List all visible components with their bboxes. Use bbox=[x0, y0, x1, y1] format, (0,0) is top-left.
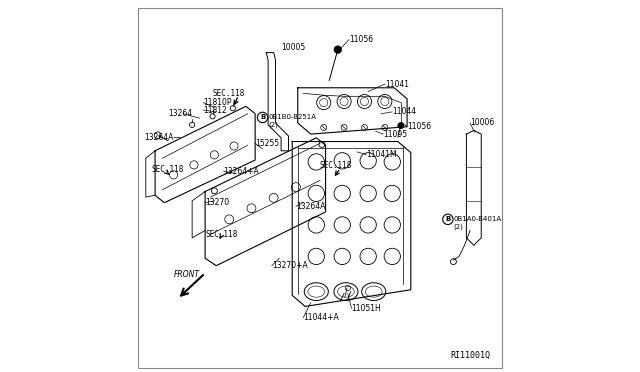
Polygon shape bbox=[205, 138, 326, 266]
Text: FRONT: FRONT bbox=[173, 270, 200, 279]
Polygon shape bbox=[467, 131, 481, 245]
Text: 11056: 11056 bbox=[349, 35, 373, 44]
Text: SEC.118: SEC.118 bbox=[320, 161, 353, 170]
Text: 11095: 11095 bbox=[383, 129, 407, 139]
Text: (2): (2) bbox=[453, 224, 463, 230]
Text: 13264A: 13264A bbox=[296, 202, 325, 211]
Text: 13264: 13264 bbox=[168, 109, 192, 118]
Text: 11810P: 11810P bbox=[204, 98, 232, 107]
Text: 11812: 11812 bbox=[204, 106, 227, 115]
Text: B: B bbox=[260, 115, 265, 121]
Text: 13270: 13270 bbox=[205, 198, 229, 207]
Text: RI11001Q: RI11001Q bbox=[451, 351, 490, 360]
Text: SEC.118: SEC.118 bbox=[212, 89, 245, 98]
Text: 13264A—: 13264A— bbox=[144, 133, 181, 142]
Text: 11051H: 11051H bbox=[351, 304, 381, 313]
Text: 10006: 10006 bbox=[470, 119, 494, 128]
Text: 11044: 11044 bbox=[392, 108, 417, 116]
Polygon shape bbox=[266, 52, 289, 151]
Text: (2): (2) bbox=[268, 122, 278, 128]
Text: 15255: 15255 bbox=[255, 139, 279, 148]
Text: 11044+A: 11044+A bbox=[303, 313, 339, 322]
Text: SEC.118: SEC.118 bbox=[205, 230, 237, 239]
Text: B: B bbox=[445, 217, 451, 222]
Text: 0B1B0-B251A: 0B1B0-B251A bbox=[268, 115, 316, 121]
Text: 13270+A: 13270+A bbox=[272, 261, 308, 270]
Polygon shape bbox=[292, 141, 411, 307]
Text: 11041M: 11041M bbox=[366, 150, 397, 159]
Circle shape bbox=[334, 46, 342, 53]
Text: 13264+A: 13264+A bbox=[223, 167, 259, 176]
Polygon shape bbox=[298, 88, 407, 134]
Text: 11056: 11056 bbox=[407, 122, 431, 131]
Text: SEC.118: SEC.118 bbox=[152, 165, 184, 174]
Circle shape bbox=[398, 123, 404, 129]
Polygon shape bbox=[155, 106, 255, 203]
Text: 10005: 10005 bbox=[281, 42, 305, 51]
Text: 11041: 11041 bbox=[385, 80, 409, 89]
Text: 0B1A0-B401A: 0B1A0-B401A bbox=[453, 217, 502, 222]
